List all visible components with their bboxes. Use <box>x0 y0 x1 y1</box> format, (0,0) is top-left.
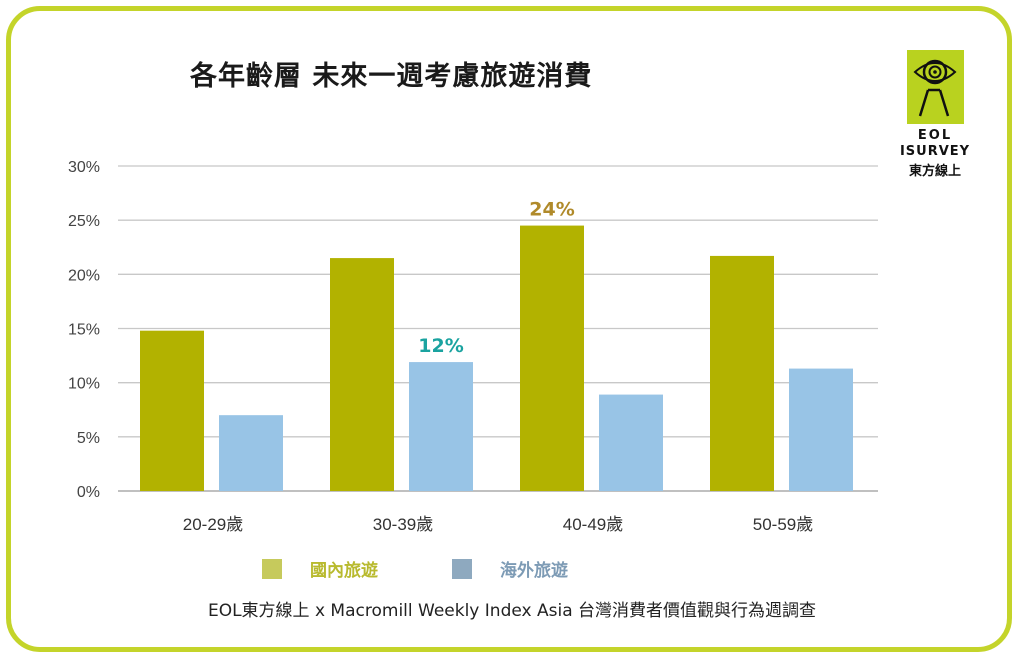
bar-domestic <box>710 255 774 491</box>
y-tick-label: 20% <box>68 267 100 284</box>
y-tick-label: 0% <box>77 484 100 501</box>
bar-overseas <box>219 415 283 491</box>
data-label: 12% <box>418 335 463 357</box>
chart-title: 各年齡層 未來一週考慮旅遊消費 <box>190 61 593 92</box>
logo-chinese-text: 東方線上 <box>908 164 961 179</box>
bar-domestic <box>520 225 584 492</box>
y-tick-label: 30% <box>68 159 100 176</box>
legend-swatch-overseas <box>452 558 472 579</box>
legend-item-domestic: 國內旅遊 <box>262 556 378 581</box>
legend-label-domestic: 國內旅遊 <box>310 561 378 581</box>
bar-overseas <box>599 394 663 491</box>
logo-eol-text: EOL <box>917 128 953 143</box>
y-tick-label: 10% <box>68 376 100 393</box>
legend-swatch-domestic <box>262 558 282 579</box>
x-category-label: 50-59歲 <box>753 515 813 534</box>
logo-badge <box>907 50 964 124</box>
x-category-label: 30-39歲 <box>373 515 433 534</box>
source-footer: EOL東方線上 x Macromill Weekly Index Asia 台灣… <box>207 601 817 621</box>
bar-domestic <box>140 330 204 491</box>
logo-isurvey-text: ISURVEY <box>899 144 971 159</box>
y-tick-label: 5% <box>77 430 100 447</box>
bar-domestic <box>330 258 394 491</box>
legend-label-overseas: 海外旅遊 <box>500 561 568 581</box>
x-category-label: 40-49歲 <box>563 515 623 534</box>
bar-overseas <box>789 368 853 491</box>
y-tick-label: 15% <box>68 322 100 339</box>
bar-overseas <box>409 362 473 491</box>
x-category-label: 20-29歲 <box>183 515 243 534</box>
legend-item-overseas: 海外旅遊 <box>452 556 568 581</box>
data-label: 24% <box>529 199 574 221</box>
y-tick-label: 25% <box>68 213 100 230</box>
